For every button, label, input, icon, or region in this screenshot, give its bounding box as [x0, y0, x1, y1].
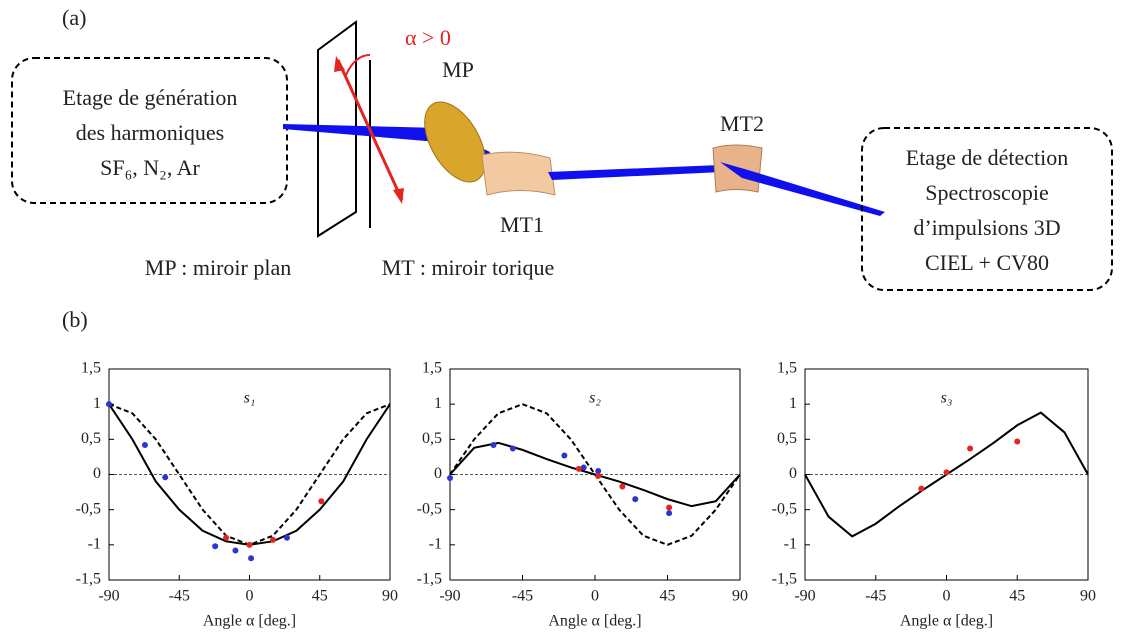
- y-tick-label: -1,5: [772, 571, 797, 588]
- data-point: [619, 483, 626, 490]
- y-tick-label: 1: [93, 395, 101, 412]
- data-point: [595, 472, 602, 479]
- chart-title: s₃: [941, 390, 953, 407]
- x-tick-label: 90: [382, 588, 398, 605]
- data-point: [106, 401, 112, 408]
- data-point: [318, 498, 325, 505]
- x-tick-label: -45: [865, 588, 886, 605]
- source-text: des harmoniques: [76, 120, 224, 145]
- x-tick-label: 90: [732, 588, 748, 605]
- angle-label: α > 0: [405, 25, 451, 50]
- x-tick-label: -45: [512, 588, 533, 605]
- x-tick-label: 0: [943, 588, 951, 605]
- x-tick-label: -90: [794, 588, 815, 605]
- y-tick-label: 1,5: [777, 360, 797, 377]
- detector-text: d’impulsions 3D: [913, 215, 1060, 240]
- data-point: [223, 534, 230, 541]
- y-tick-label: 0: [434, 465, 442, 482]
- y-tick-label: 0,5: [422, 430, 442, 447]
- chart-title: s₂: [589, 390, 601, 407]
- y-tick-label: 1: [434, 395, 442, 412]
- data-point: [666, 504, 673, 511]
- y-tick-label: -1: [784, 536, 797, 553]
- data-point: [269, 536, 276, 543]
- x-tick-label: 90: [1080, 588, 1096, 605]
- x-axis-label: Angle α [deg.]: [548, 613, 641, 630]
- data-point: [666, 510, 673, 517]
- data-point: [575, 465, 582, 472]
- chart-title: s₁: [244, 390, 256, 407]
- beam: [720, 162, 885, 216]
- mt2-label: MT2: [720, 111, 764, 136]
- beam: [548, 165, 722, 180]
- x-axis-label: Angle α [deg.]: [900, 613, 993, 630]
- data-point: [283, 534, 290, 541]
- polarization-arrow: [336, 59, 404, 201]
- data-point: [509, 445, 516, 452]
- data-point: [248, 555, 255, 562]
- data-point: [561, 452, 568, 459]
- data-point: [1014, 438, 1021, 445]
- data-point: [212, 543, 219, 550]
- data-point: [232, 547, 239, 554]
- x-tick-label: -90: [439, 588, 460, 605]
- data-point: [141, 441, 148, 448]
- data-point: [246, 541, 253, 548]
- mt1-label: MT1: [500, 212, 544, 237]
- x-tick-label: -45: [169, 588, 190, 605]
- legend-text: MP : miroir plan: [145, 255, 291, 280]
- y-tick-label: -0,5: [772, 500, 797, 517]
- arrow-head: [393, 188, 404, 204]
- y-tick-label: -1: [88, 536, 101, 553]
- legend-text: MT : miroir torique: [382, 255, 555, 280]
- y-tick-label: -1: [429, 536, 442, 553]
- detector-text: CIEL + CV80: [925, 250, 1049, 275]
- panel-label: (b): [62, 307, 88, 332]
- y-tick-label: 0,5: [81, 430, 101, 447]
- y-tick-label: 0: [93, 465, 101, 482]
- data-point: [632, 496, 639, 503]
- x-tick-label: 45: [1009, 588, 1025, 605]
- angle-arc: [345, 54, 371, 76]
- data-point: [943, 469, 950, 476]
- x-tick-label: -90: [98, 588, 119, 605]
- mp-label: MP: [442, 57, 474, 82]
- x-axis-label: Angle α [deg.]: [203, 613, 296, 630]
- curve: [449, 403, 741, 546]
- y-tick-label: 0,5: [777, 430, 797, 447]
- data-point: [162, 474, 169, 481]
- polarizer-plane: [317, 20, 357, 238]
- y-tick-label: 1: [789, 395, 797, 412]
- data-point: [580, 464, 587, 471]
- x-tick-label: 45: [660, 588, 676, 605]
- data-point: [967, 445, 974, 452]
- y-tick-label: -0,5: [417, 500, 442, 517]
- source-text: Etage de génération: [63, 85, 238, 110]
- data-point: [490, 441, 497, 448]
- y-tick-label: 1,5: [81, 360, 101, 377]
- y-tick-label: -1,5: [76, 571, 101, 588]
- x-tick-label: 0: [246, 588, 254, 605]
- x-tick-label: 45: [312, 588, 328, 605]
- detector-text: Etage de détection: [906, 145, 1068, 170]
- data-point: [918, 485, 925, 492]
- data-point: [447, 475, 453, 482]
- source-box: [11, 57, 288, 204]
- arrow-head: [334, 56, 345, 72]
- panel-label: (a): [62, 5, 86, 30]
- plane-mirror: [424, 101, 486, 183]
- detector-box: [861, 127, 1113, 291]
- y-tick-label: -1,5: [417, 571, 442, 588]
- detector-text: Spectroscopie: [925, 180, 1048, 205]
- data-point: [595, 467, 602, 474]
- y-tick-label: 0: [789, 465, 797, 482]
- x-tick-label: 0: [591, 588, 599, 605]
- toroidal-mirror: [481, 151, 556, 196]
- source-text: SF₆, N₂, Ar: [100, 155, 200, 180]
- y-tick-label: -0,5: [76, 500, 101, 517]
- y-tick-label: 1,5: [422, 360, 442, 377]
